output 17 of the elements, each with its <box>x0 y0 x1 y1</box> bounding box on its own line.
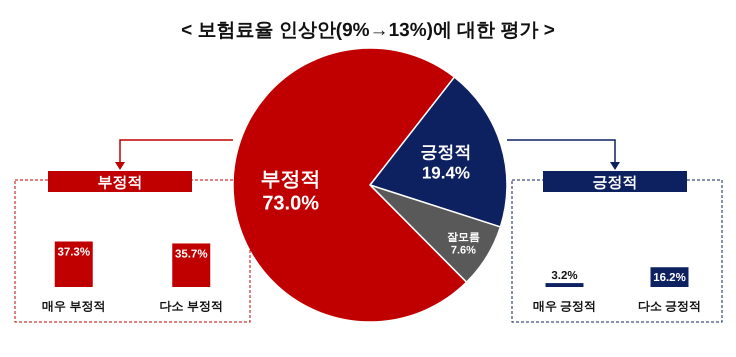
x-tick-label: 다소 긍정적 <box>638 299 702 313</box>
data-label: 16.2% <box>653 272 686 284</box>
data-label: 73.0% <box>262 192 320 215</box>
x-tick-label: 매우 부정적 <box>42 299 106 313</box>
data-label: 35.7% <box>174 248 208 260</box>
x-tick-label: 다소 부정적 <box>160 299 223 313</box>
slice-label: 긍정적 <box>420 142 472 162</box>
chart-title: < 보험료율 인상안(9%→13%)에 대한 평가 > <box>181 20 555 41</box>
slice-label: 부정적 <box>260 168 321 191</box>
data-label: 3.2% <box>551 270 578 282</box>
data-label: 37.3% <box>57 246 90 258</box>
data-label: 7.6% <box>450 244 476 256</box>
data-label: 19.4% <box>422 164 470 183</box>
x-tick-label: 매우 긍정적 <box>532 299 596 313</box>
chart-title: 부정적 <box>98 174 142 191</box>
slice-label: 잘모름 <box>446 231 480 244</box>
chart-title: 긍정적 <box>592 174 638 191</box>
